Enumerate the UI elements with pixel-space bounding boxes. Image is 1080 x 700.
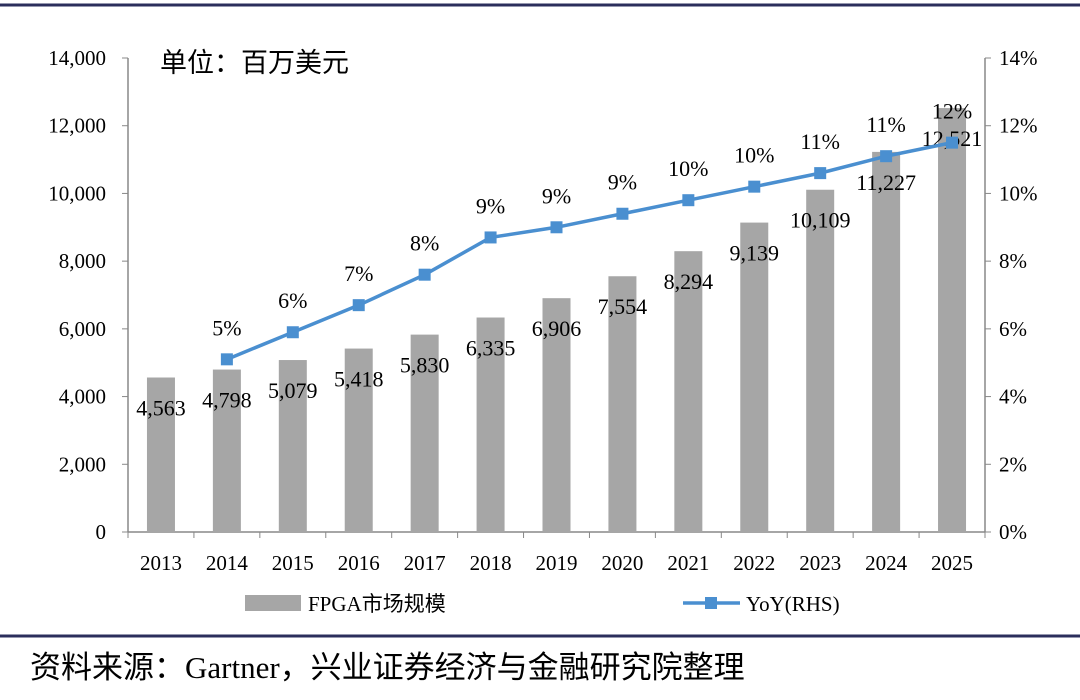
left-tick-label: 0 bbox=[96, 520, 107, 544]
left-tick-label: 6,000 bbox=[59, 317, 106, 341]
x-tick-label: 2016 bbox=[338, 551, 380, 575]
bar-data-label: 8,294 bbox=[664, 269, 714, 294]
x-tick-label: 2022 bbox=[733, 551, 775, 575]
right-tick-label: 12% bbox=[999, 114, 1038, 138]
bar-2022 bbox=[740, 222, 769, 532]
bar-2013 bbox=[146, 377, 175, 532]
yoy-data-label: 5% bbox=[212, 315, 241, 340]
bar-2021 bbox=[674, 251, 703, 533]
legend-line-marker bbox=[705, 597, 717, 609]
yoy-marker-2015 bbox=[286, 326, 299, 339]
yoy-data-label: 9% bbox=[476, 193, 505, 218]
bar-2024 bbox=[872, 151, 901, 532]
yoy-data-label: 11% bbox=[866, 112, 906, 137]
yoy-line bbox=[226, 140, 953, 361]
bar-data-label: 4,798 bbox=[202, 388, 252, 413]
yoy-data-label: 9% bbox=[542, 183, 571, 208]
bar-data-label: 5,418 bbox=[334, 367, 384, 392]
legend: FPGA市场规模 YoY(RHS) bbox=[245, 592, 840, 616]
bar-2018 bbox=[476, 317, 505, 532]
left-tick-label: 10,000 bbox=[48, 181, 106, 205]
right-tick-label: 14% bbox=[999, 46, 1038, 70]
x-tick-label: 2020 bbox=[601, 551, 643, 575]
bar-data-label: 9,139 bbox=[730, 241, 780, 266]
bar-data-label: 7,554 bbox=[598, 294, 648, 319]
yoy-data-label: 12% bbox=[932, 99, 972, 124]
yoy-marker-2019 bbox=[550, 221, 563, 234]
bar-2015 bbox=[278, 360, 307, 532]
bar-data-label: 6,906 bbox=[532, 316, 582, 341]
bar-data-label: 5,079 bbox=[268, 378, 318, 403]
yoy-marker-2016 bbox=[352, 299, 365, 312]
x-tick-label: 2019 bbox=[536, 551, 578, 575]
bar-data-label: 6,335 bbox=[466, 336, 516, 361]
legend-line-label: YoY(RHS) bbox=[746, 592, 840, 616]
yoy-marker-2020 bbox=[616, 207, 629, 220]
yoy-marker-2014 bbox=[220, 353, 233, 366]
right-tick-label: 0% bbox=[999, 520, 1027, 544]
x-tick-label: 2017 bbox=[404, 551, 446, 575]
unit-note: 单位：百万美元 bbox=[160, 48, 349, 78]
source-note: 资料来源：Gartner，兴业证券经济与金融研究院整理 bbox=[30, 650, 745, 685]
yoy-data-label: 10% bbox=[668, 156, 708, 181]
yoy-data-label: 7% bbox=[344, 261, 373, 286]
bar-data-label: 5,830 bbox=[400, 353, 450, 378]
legend-bar-label: FPGA市场规模 bbox=[308, 592, 446, 616]
bar-2014 bbox=[212, 369, 241, 532]
x-tick-label: 2023 bbox=[799, 551, 841, 575]
yoy-marker-2024 bbox=[880, 150, 893, 163]
x-tick-label: 2018 bbox=[470, 551, 512, 575]
x-tick-label: 2014 bbox=[206, 551, 249, 575]
x-tick-label: 2015 bbox=[272, 551, 314, 575]
bar-data-label: 4,563 bbox=[136, 396, 186, 421]
left-tick-label: 12,000 bbox=[48, 114, 106, 138]
x-tick-label: 2024 bbox=[865, 551, 908, 575]
left-tick-label: 14,000 bbox=[48, 46, 106, 70]
yoy-data-label: 10% bbox=[734, 143, 774, 168]
yoy-data-label: 9% bbox=[608, 170, 637, 195]
right-tick-label: 4% bbox=[999, 385, 1027, 409]
bar-2023 bbox=[806, 189, 835, 532]
legend-bar-swatch bbox=[245, 595, 301, 611]
right-tick-label: 6% bbox=[999, 317, 1027, 341]
left-tick-label: 4,000 bbox=[59, 385, 106, 409]
bar-data-label: 10,109 bbox=[790, 208, 851, 233]
right-tick-label: 10% bbox=[999, 181, 1038, 205]
yoy-data-label: 8% bbox=[410, 231, 439, 256]
x-tick-label: 2025 bbox=[931, 551, 973, 575]
yoy-marker-2018 bbox=[484, 231, 497, 244]
yoy-marker-2023 bbox=[814, 167, 827, 180]
x-tick-label: 2013 bbox=[140, 551, 182, 575]
x-tick-label: 2021 bbox=[667, 551, 709, 575]
yoy-marker-2022 bbox=[748, 180, 761, 193]
bar-2016 bbox=[344, 348, 373, 532]
bar-2019 bbox=[542, 298, 571, 532]
bar-2017 bbox=[410, 334, 439, 532]
bar-2025 bbox=[938, 108, 967, 533]
left-tick-label: 2,000 bbox=[59, 452, 106, 476]
yoy-data-label: 6% bbox=[278, 288, 307, 313]
right-tick-label: 2% bbox=[999, 452, 1027, 476]
bar-2020 bbox=[608, 276, 637, 532]
yoy-data-label: 11% bbox=[800, 129, 840, 154]
left-tick-label: 8,000 bbox=[59, 249, 106, 273]
right-tick-label: 8% bbox=[999, 249, 1027, 273]
bar-data-label: 11,227 bbox=[856, 170, 916, 195]
yoy-marker-2017 bbox=[418, 268, 431, 281]
yoy-marker-2021 bbox=[682, 194, 695, 207]
yoy-marker-2025 bbox=[946, 136, 959, 149]
